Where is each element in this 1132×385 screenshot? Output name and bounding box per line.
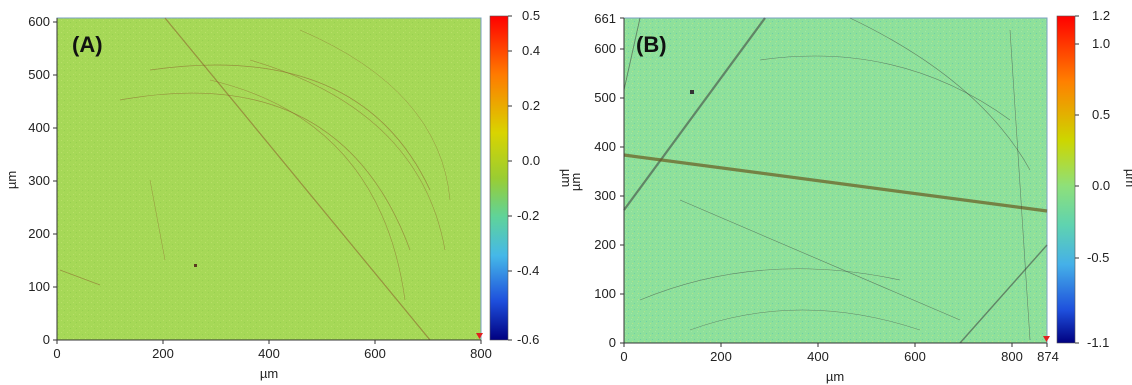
x-axis-label-a: µm (260, 366, 278, 381)
cbar-label-a: µm (559, 169, 574, 187)
x-tick-label: 800 (1001, 349, 1023, 364)
cbar-tick-label: 0.4 (522, 43, 540, 58)
x-tick-label: 200 (710, 349, 732, 364)
x-axis-a: 0 200 400 600 800 µm (53, 340, 492, 381)
panel-label-a: (A) (72, 32, 103, 57)
surface-map-b (623, 17, 1048, 344)
y-axis-b: 0 100 200 300 400 500 600 661 µm (568, 11, 624, 350)
colorbar-a: 0.5 0.4 0.2 0.0 -0.2 -0.4 -0.6 µm (489, 8, 574, 347)
corner-marker-b (1043, 336, 1050, 342)
y-tick-label: 200 (28, 226, 50, 241)
cbar-tick-label: -0.4 (517, 263, 539, 278)
scratch-features-a (59, 17, 451, 341)
y-tick-label: 200 (594, 237, 616, 252)
x-tick-label: 600 (364, 346, 386, 361)
cbar-label-b: µm (1123, 169, 1132, 187)
cbar-tick-label: -0.2 (517, 208, 539, 223)
y-tick-label: 0 (609, 335, 616, 350)
cbar-tick-label: 0.5 (522, 8, 540, 23)
cbar-tick-label: 0.5 (1092, 107, 1110, 122)
scratch-features-b (623, 17, 1048, 344)
x-tick-label: 200 (152, 346, 174, 361)
y-tick-label: 500 (594, 90, 616, 105)
cbar-tick-label: -0.5 (1087, 250, 1109, 265)
y-tick-label: 600 (28, 14, 50, 29)
y-axis-a: 0 100 200 300 400 500 600 µm (4, 14, 57, 347)
surface-map-a (56, 17, 482, 341)
cbar-tick-label: 1.2 (1092, 8, 1110, 23)
x-tick-label: 874 (1037, 349, 1059, 364)
defect-spot-a (194, 264, 197, 267)
cbar-tick-label: -0.6 (517, 332, 539, 347)
y-tick-label: 400 (594, 139, 616, 154)
x-tick-label: 600 (904, 349, 926, 364)
y-tick-label: 300 (28, 173, 50, 188)
y-tick-label: 661 (594, 11, 616, 26)
x-tick-label: 800 (470, 346, 492, 361)
panel-label-b: (B) (636, 32, 667, 57)
y-tick-label: 100 (594, 286, 616, 301)
cbar-tick-label: -1.1 (1087, 335, 1109, 350)
corner-marker-a (476, 333, 483, 339)
y-axis-label-a: µm (4, 171, 19, 189)
y-tick-label: 0 (43, 332, 50, 347)
cbar-tick-label: 0.2 (522, 98, 540, 113)
y-tick-label: 100 (28, 279, 50, 294)
x-axis-label-b: µm (826, 369, 844, 384)
defect-spot-b (690, 90, 694, 94)
y-axis-label-b: µm (568, 173, 583, 191)
cbar-tick-label: 0.0 (522, 153, 540, 168)
panel-b: 0 200 400 600 800 874 µm 0 100 200 300 4… (568, 8, 1132, 384)
y-tick-label: 300 (594, 188, 616, 203)
panel-a: 0 200 400 600 800 µm 0 100 200 300 400 5… (4, 8, 574, 381)
y-tick-label: 600 (594, 41, 616, 56)
x-tick-label: 400 (807, 349, 829, 364)
colorbar-b: 1.2 1.0 0.5 0.0 -0.5 -1.1 µm (1056, 8, 1132, 350)
cbar-tick-label: 1.0 (1092, 36, 1110, 51)
x-tick-label: 0 (620, 349, 627, 364)
x-tick-label: 0 (53, 346, 60, 361)
cbar-tick-label: 0.0 (1092, 178, 1110, 193)
y-tick-label: 400 (28, 120, 50, 135)
x-tick-label: 400 (258, 346, 280, 361)
y-tick-label: 500 (28, 67, 50, 82)
x-axis-b: 0 200 400 600 800 874 µm (620, 343, 1059, 384)
